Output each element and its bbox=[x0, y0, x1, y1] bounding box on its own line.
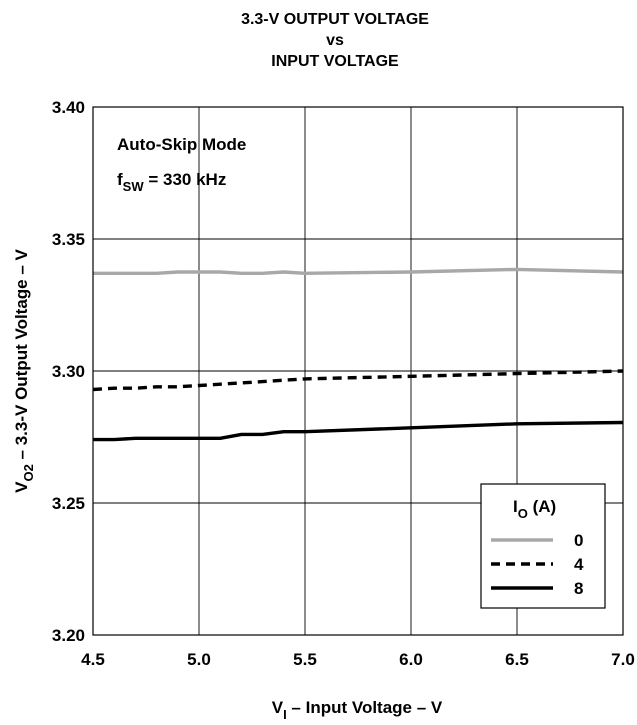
y-tick-label: 3.20 bbox=[52, 626, 85, 645]
y-tick-label: 3.25 bbox=[52, 494, 85, 513]
x-axis-label-text: – Input Voltage – V bbox=[287, 698, 443, 717]
legend-title-symbol: I bbox=[513, 497, 518, 516]
y-axis-label: VO2 – 3.3-V Output Voltage – V bbox=[12, 248, 36, 492]
annotation-mode: Auto-Skip Mode bbox=[117, 135, 246, 154]
x-tick-label: 7.0 bbox=[611, 650, 635, 669]
series-line-4 bbox=[92, 369, 624, 392]
annotation-fsw-sub: SW bbox=[123, 179, 145, 194]
annotation-fsw-value: = 330 kHz bbox=[144, 170, 227, 189]
legend-title-sub: O bbox=[518, 506, 528, 521]
y-tick-label: 3.30 bbox=[52, 362, 85, 381]
annotation: Auto-Skip Mode fSW = 330 kHz bbox=[117, 135, 246, 194]
chart-title-line-2: vs bbox=[326, 32, 344, 49]
tick-labels: 4.5 5.0 5.5 6.0 6.5 7.0 3.20 3.25 3.30 3.35 3.40 bbox=[52, 98, 635, 669]
chart-title-line-1: 3.3-V OUTPUT VOLTAGE bbox=[241, 11, 429, 28]
x-tick-label: 5.5 bbox=[293, 650, 317, 669]
legend-title-unit: (A) bbox=[528, 497, 556, 516]
x-tick-label: 6.5 bbox=[505, 650, 529, 669]
series-layer bbox=[92, 267, 624, 442]
y-tick-label: 3.40 bbox=[52, 98, 85, 117]
x-axis-label: VI – Input Voltage – V bbox=[272, 698, 443, 722]
y-axis-label-sub: O2 bbox=[21, 464, 36, 481]
series-line-0 bbox=[93, 267, 624, 275]
x-tick-label: 6.0 bbox=[399, 650, 423, 669]
legend-label-0: 0 bbox=[574, 531, 583, 550]
plot-frame bbox=[92, 106, 624, 636]
chart-title: 3.3-V OUTPUT VOLTAGE vs INPUT VOLTAGE bbox=[241, 11, 429, 70]
legend: IO (A) 0 4 8 bbox=[480, 483, 606, 609]
x-axis-label-sub: I bbox=[283, 707, 287, 722]
annotation-fsw-symbol: f bbox=[117, 170, 123, 189]
x-axis-label-symbol: V bbox=[272, 698, 284, 717]
legend-label-8: 8 bbox=[574, 579, 583, 598]
y-axis-label-symbol: V bbox=[12, 481, 31, 493]
annotation-fsw: fSW = 330 kHz bbox=[117, 170, 226, 194]
legend-title: IO (A) bbox=[513, 497, 556, 521]
y-axis-label-text: – 3.3-V Output Voltage – V bbox=[12, 248, 31, 464]
y-tick-label: 3.35 bbox=[52, 230, 85, 249]
series-line-8 bbox=[93, 420, 624, 442]
legend-label-4: 4 bbox=[574, 555, 584, 574]
chart-title-line-3: INPUT VOLTAGE bbox=[271, 53, 399, 70]
x-tick-label: 5.0 bbox=[187, 650, 211, 669]
x-tick-label: 4.5 bbox=[81, 650, 105, 669]
legend-entries: 0 4 8 bbox=[491, 531, 584, 598]
